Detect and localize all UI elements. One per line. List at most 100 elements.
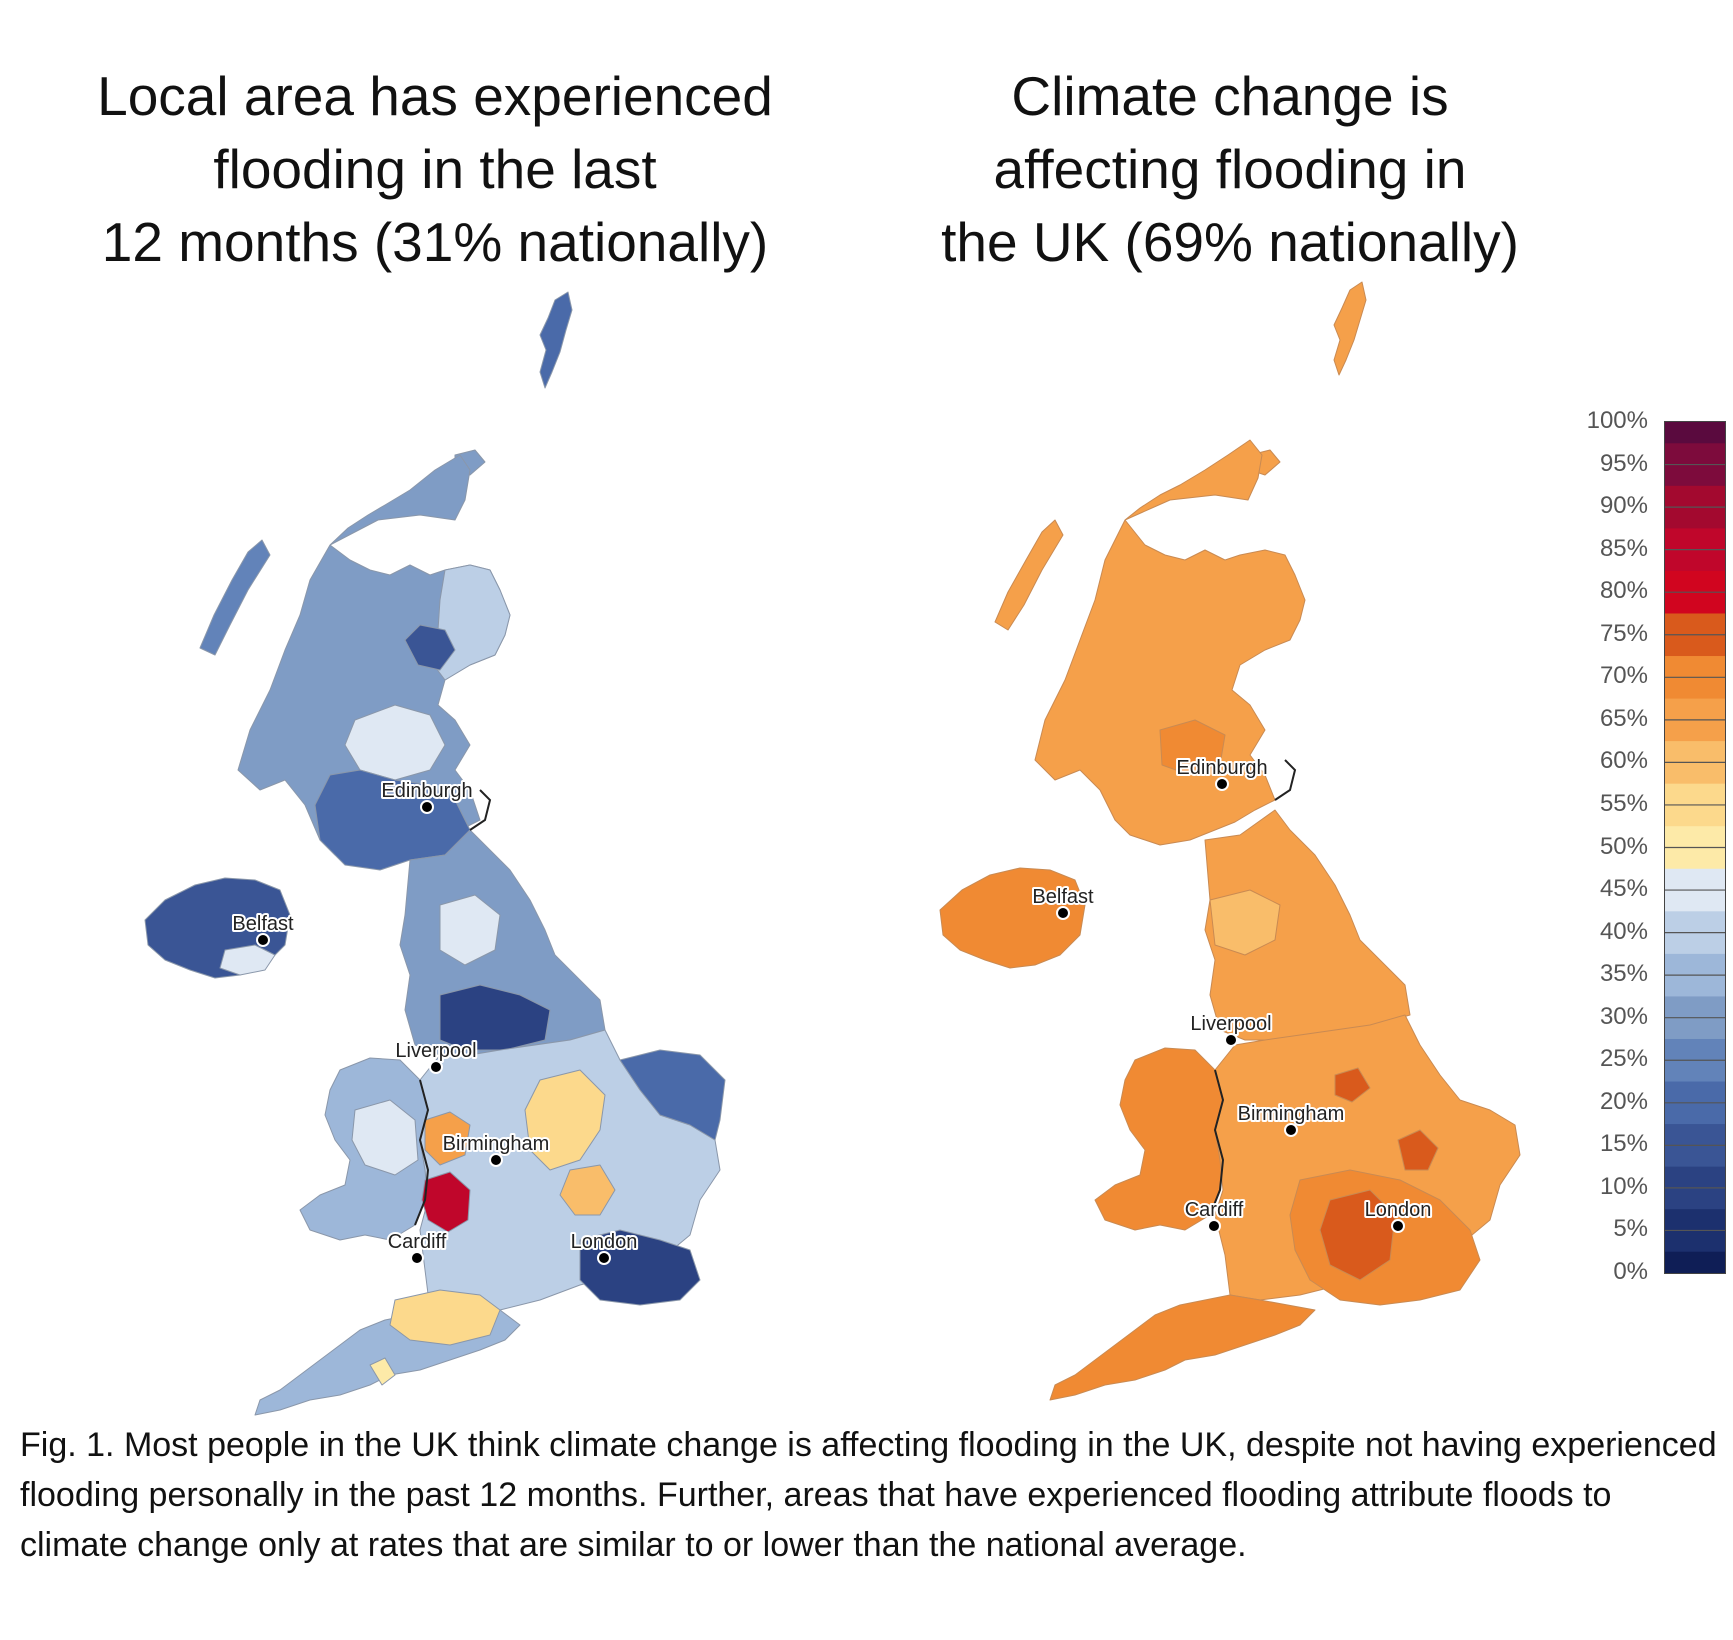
left-city-label-edinburgh: Edinburgh bbox=[381, 780, 472, 802]
left-city-label-birmingham: Birmingham bbox=[443, 1133, 550, 1155]
legend-label-60pct: 60% bbox=[1599, 747, 1648, 775]
left-city-label-cardiff: Cardiff bbox=[388, 1231, 447, 1253]
right-south-west bbox=[1049, 1294, 1316, 1401]
right-city-label-birmingham: Birmingham bbox=[1238, 1103, 1345, 1125]
right-title-line-2: affecting flooding in bbox=[993, 138, 1467, 200]
right-city-edinburgh: Edinburgh bbox=[1174, 755, 1270, 791]
left-shetland bbox=[539, 291, 573, 389]
left-scotland-dark-north bbox=[404, 624, 456, 671]
left-midlands-yellow bbox=[524, 1069, 606, 1171]
right-shetland bbox=[1333, 281, 1367, 376]
left-city-dot-cardiff bbox=[410, 1251, 424, 1265]
right-title-line-3: the UK (69% nationally) bbox=[941, 211, 1519, 273]
left-city-label-belfast: Belfast bbox=[232, 913, 294, 935]
right-wales-border bbox=[1209, 1069, 1225, 1216]
left-n-england-dark bbox=[439, 984, 551, 1051]
left-scotland-border bbox=[469, 789, 492, 831]
left-city-dot-edinburgh bbox=[420, 800, 434, 814]
legend-label-95pct: 95% bbox=[1599, 449, 1648, 477]
legend-label-5pct: 5% bbox=[1613, 1215, 1648, 1243]
right-title-line-1: Climate change is bbox=[1011, 65, 1449, 127]
left-london-dark bbox=[579, 1229, 701, 1306]
left-title-line-1: Local area has experienced bbox=[97, 65, 773, 127]
left-east-anglia bbox=[619, 1049, 726, 1141]
right-city-dot-belfast bbox=[1056, 906, 1070, 920]
caption-text: . Most people in the UK think climate ch… bbox=[20, 1426, 1717, 1564]
legend-label-0pct: 0% bbox=[1613, 1258, 1648, 1285]
legend-label-20pct: 20% bbox=[1599, 1087, 1648, 1115]
left-city-dot-liverpool bbox=[429, 1060, 443, 1074]
left-city-liverpool: Liverpool bbox=[393, 1038, 479, 1074]
right-city-london: London bbox=[1363, 1197, 1433, 1233]
left-map-title: Local area has experienced flooding in t… bbox=[40, 60, 830, 279]
right-city-dot-london bbox=[1391, 1219, 1405, 1233]
legend-label-10pct: 10% bbox=[1599, 1172, 1648, 1200]
legend-label-40pct: 40% bbox=[1599, 917, 1648, 945]
left-birmingham-orange bbox=[424, 1111, 471, 1166]
right-scotland-border bbox=[1274, 759, 1297, 801]
legend-label-15pct: 15% bbox=[1599, 1130, 1648, 1158]
left-map-regions bbox=[144, 291, 726, 1416]
caption-label: Fig. 1 bbox=[20, 1426, 106, 1464]
left-city-dot-belfast bbox=[256, 933, 270, 947]
right-outer-hebrides bbox=[994, 519, 1064, 631]
left-city-london: London bbox=[569, 1229, 639, 1265]
left-city-dot-london bbox=[597, 1251, 611, 1265]
legend-label-100pct: 100% bbox=[1586, 407, 1648, 434]
left-scotland-central-light bbox=[344, 704, 446, 781]
left-cornwall-yellow bbox=[369, 1357, 396, 1386]
right-city-label-belfast: Belfast bbox=[1032, 886, 1094, 908]
left-title-line-3: 12 months (31% nationally) bbox=[101, 211, 769, 273]
left-city-birmingham: Birmingham bbox=[441, 1131, 551, 1167]
left-midlands-orange bbox=[559, 1164, 616, 1216]
right-city-liverpool: Liverpool bbox=[1188, 1011, 1274, 1047]
left-city-label-london: London bbox=[571, 1231, 638, 1253]
right-city-label-cardiff: Cardiff bbox=[1185, 1199, 1244, 1221]
left-city-belfast: Belfast bbox=[230, 911, 296, 947]
right-east-anglia-dark bbox=[1397, 1129, 1439, 1171]
right-city-birmingham: Birmingham bbox=[1236, 1101, 1346, 1137]
left-n-england-light bbox=[439, 894, 501, 966]
right-midlands-dark bbox=[1334, 1067, 1371, 1103]
legend-label-75pct: 75% bbox=[1599, 619, 1648, 647]
right-city-dot-cardiff bbox=[1207, 1219, 1221, 1233]
right-city-label-edinburgh: Edinburgh bbox=[1176, 757, 1267, 779]
right-scotland bbox=[1034, 439, 1306, 846]
legend-label-45pct: 45% bbox=[1599, 875, 1648, 903]
right-city-dot-birmingham bbox=[1284, 1123, 1298, 1137]
left-ni-east-light bbox=[219, 944, 276, 976]
left-outer-hebrides bbox=[199, 539, 271, 656]
right-scotland-central-darker bbox=[1159, 719, 1226, 776]
legend-label-25pct: 25% bbox=[1599, 1045, 1648, 1073]
left-city-cardiff: Cardiff bbox=[386, 1229, 449, 1265]
figure-caption: Fig. 1. Most people in the UK think clim… bbox=[20, 1420, 1720, 1570]
legend-label-70pct: 70% bbox=[1599, 662, 1648, 690]
left-wales-border bbox=[414, 1079, 430, 1226]
legend-color-bar bbox=[1664, 421, 1726, 1274]
right-map-regions bbox=[939, 281, 1521, 1401]
legend-label-65pct: 65% bbox=[1599, 704, 1648, 732]
right-n-england-light bbox=[1209, 889, 1281, 956]
left-city-edinburgh: Edinburgh bbox=[379, 778, 475, 814]
legend-label-85pct: 85% bbox=[1599, 534, 1648, 562]
legend-label-50pct: 50% bbox=[1599, 832, 1648, 860]
right-city-dot-edinburgh bbox=[1215, 777, 1229, 791]
right-city-cardiff: Cardiff bbox=[1183, 1197, 1246, 1233]
legend-swatch bbox=[1665, 1251, 1725, 1273]
left-city-label-liverpool: Liverpool bbox=[395, 1040, 476, 1062]
right-city-belfast: Belfast bbox=[1030, 884, 1096, 920]
left-sw-yellow bbox=[389, 1289, 501, 1346]
legend-label-35pct: 35% bbox=[1599, 960, 1648, 988]
right-city-label-london: London bbox=[1365, 1199, 1432, 1221]
legend-label-30pct: 30% bbox=[1599, 1002, 1648, 1030]
right-map-title: Climate change is affecting flooding in … bbox=[880, 60, 1580, 279]
right-city-label-liverpool: Liverpool bbox=[1190, 1013, 1271, 1035]
left-city-dot-birmingham bbox=[489, 1153, 503, 1167]
left-wales-light bbox=[351, 1099, 419, 1176]
right-city-dot-liverpool bbox=[1224, 1033, 1238, 1047]
legend-label-80pct: 80% bbox=[1599, 577, 1648, 605]
right-london-dark bbox=[1319, 1189, 1396, 1281]
legend-label-55pct: 55% bbox=[1599, 789, 1648, 817]
